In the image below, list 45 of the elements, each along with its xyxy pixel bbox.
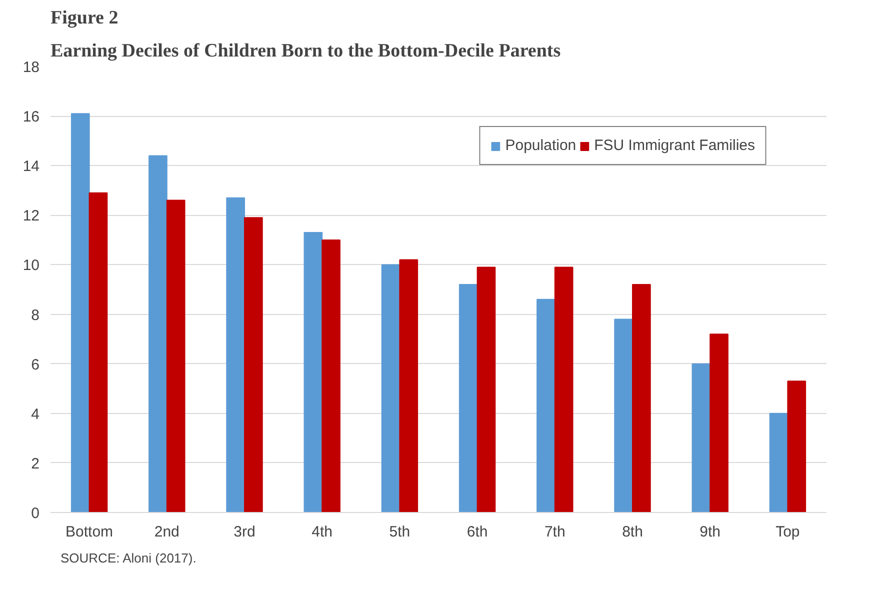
legend-label: FSU Immigrant Families (594, 137, 755, 154)
source-note: SOURCE: Aloni (2017). (60, 550, 196, 566)
bar (148, 155, 168, 512)
x-tick-label: 2nd (154, 524, 180, 540)
x-tick-label: 9th (700, 524, 721, 540)
bar (692, 363, 711, 512)
y-tick-label: 8 (31, 306, 40, 324)
x-tick-label: 4th (312, 524, 333, 540)
bar (70, 113, 90, 512)
x-tick-label: 5th (389, 524, 410, 540)
bar (399, 259, 418, 512)
bar (226, 197, 245, 512)
x-tick-label: 7th (544, 524, 566, 540)
bar (554, 266, 574, 512)
bar (614, 318, 633, 512)
x-tick-label: Top (776, 524, 800, 540)
x-tick-label: 6th (466, 524, 488, 540)
bar (476, 266, 496, 512)
bar (381, 264, 400, 512)
y-tick-label: 6 (31, 356, 40, 374)
bar (166, 200, 186, 512)
chart-title: Figure 2 (50, 8, 118, 28)
x-tick-label: Bottom (66, 524, 114, 540)
x-tick-label: 8th (622, 524, 643, 540)
bar (632, 284, 651, 512)
bar (536, 298, 556, 512)
legend-label: Population (505, 137, 576, 154)
chart-subtitle: Earning Deciles of Children Born to the Bottom-Decile Parents (50, 40, 561, 62)
y-tick-label: 10 (22, 257, 40, 274)
bar (458, 284, 478, 512)
y-tick-label: 16 (22, 108, 40, 126)
y-tick-label: 18 (22, 59, 40, 76)
y-tick-label: 4 (31, 406, 40, 423)
bar (787, 380, 806, 512)
x-tick-label: 3rd (234, 524, 256, 540)
y-tick-label: 12 (22, 208, 40, 225)
bar (769, 412, 788, 512)
bar (244, 217, 263, 512)
y-tick-label: 2 (31, 455, 40, 472)
y-tick-label: 14 (22, 158, 40, 176)
bar (322, 239, 340, 512)
bar (710, 334, 728, 512)
bar (88, 192, 108, 512)
bar (304, 232, 323, 512)
y-tick-label: 0 (31, 505, 40, 522)
